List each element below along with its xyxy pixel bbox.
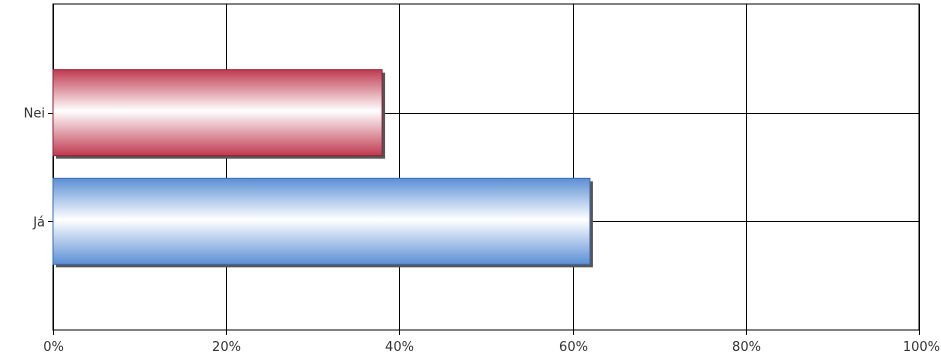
x-tick-label: 100% [903,340,940,355]
bar-ja [52,177,591,265]
y-tick-label: Já [32,215,45,230]
plot-frame [52,3,920,331]
x-tick-label: 20% [212,340,241,355]
x-tick-label: 40% [385,340,414,355]
x-tick-label: 0% [43,340,64,355]
bars [52,69,593,268]
grid [48,3,920,335]
x-axis: 0% 20% 40% 60% 80% 100% [43,340,940,355]
y-tick-label: Nei [24,107,45,122]
y-axis: Nei Já [24,107,45,231]
x-tick-label: 60% [559,340,588,355]
bar-nei [52,69,383,157]
x-tick-label: 80% [732,340,761,355]
